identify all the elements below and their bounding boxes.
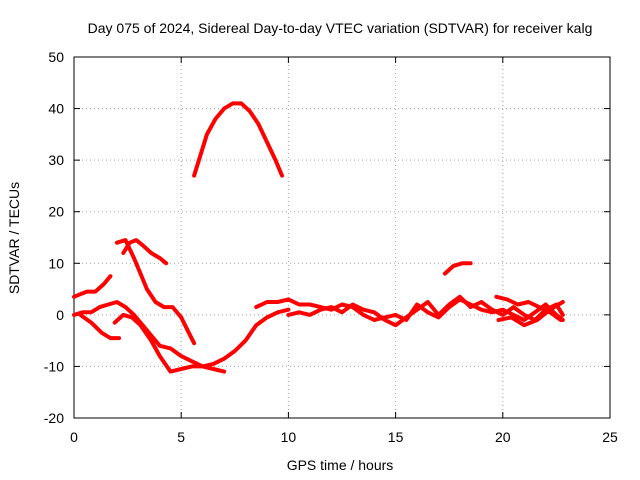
y-tick-label: 30 — [48, 152, 64, 168]
series-line-arc-a — [72, 274, 113, 299]
y-axis-label: SDTVAR / TECUs — [6, 182, 22, 294]
chart-title: Day 075 of 2024, Sidereal Day-to-day VTE… — [88, 20, 593, 36]
x-tick-label: 0 — [70, 429, 78, 445]
x-tick-label: 15 — [388, 429, 404, 445]
x-tick-label: 25 — [602, 429, 618, 445]
series-line-arc-c — [121, 238, 169, 266]
series-line-arc-i — [442, 261, 473, 276]
series-line-arc-k — [496, 300, 565, 328]
y-tick-label: -10 — [44, 358, 64, 374]
y-tick-label: 10 — [48, 255, 64, 271]
series-line-arc-e — [78, 312, 121, 341]
series-line-arc-b — [114, 238, 197, 346]
y-tick-label: 40 — [48, 101, 64, 117]
plot-frame — [73, 56, 611, 419]
y-tick-label: 0 — [56, 307, 64, 323]
axis-ticks: 0 5 10 15 20 25 -20 -10 0 10 20 30 40 50 — [44, 49, 618, 445]
series-line-arc-f — [112, 307, 291, 374]
series-line-arc-j — [494, 294, 563, 322]
series-group — [72, 101, 565, 374]
series-line-arc-h — [286, 294, 565, 328]
x-axis-label: GPS time / hours — [287, 457, 394, 473]
y-tick-label: 50 — [48, 49, 64, 65]
grid — [74, 57, 610, 418]
y-tick-label: -20 — [44, 410, 64, 426]
x-tick-label: 5 — [177, 429, 185, 445]
y-tick-label: 20 — [48, 204, 64, 220]
x-tick-label: 20 — [495, 429, 511, 445]
series-line-arc-high — [192, 101, 284, 178]
x-tick-label: 10 — [281, 429, 297, 445]
